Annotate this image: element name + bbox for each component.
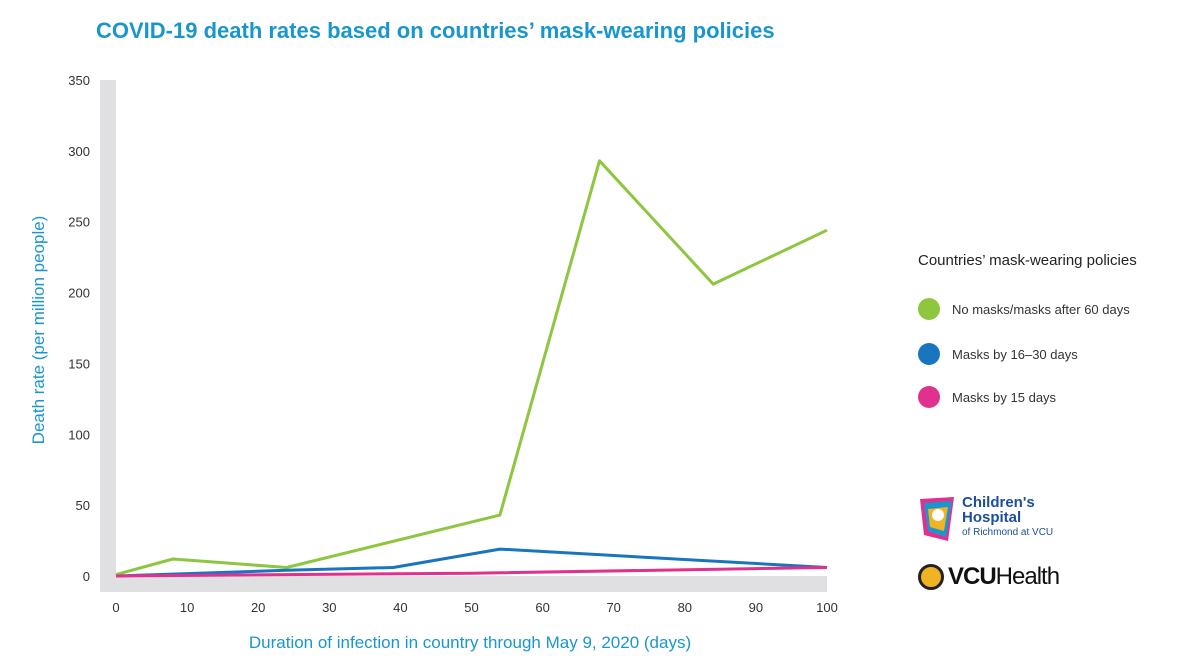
legend-swatch-no-masks — [918, 298, 940, 320]
vcu-health-text: Health — [995, 563, 1060, 590]
y-tick-labels: 0 50 100 150 200 250 300 350 — [68, 73, 90, 584]
y-tick-label: 300 — [68, 144, 90, 159]
x-axis-label: Duration of infection in country through… — [249, 633, 691, 652]
y-tick-label: 200 — [68, 286, 90, 301]
y-tick-label: 350 — [68, 73, 90, 88]
x-tick-label: 80 — [678, 600, 692, 615]
chart-title: COVID-19 death rates based on countries’… — [96, 18, 775, 43]
vcu-seal-icon — [918, 564, 944, 590]
legend-label-no-masks: No masks/masks after 60 days — [952, 301, 1130, 317]
childrens-line-1: Children's — [962, 494, 1035, 511]
legend: Countries’ mask-wearing policies No mask… — [918, 252, 1137, 408]
vcu-bold-text: VCU — [948, 563, 997, 590]
y-tick-label: 0 — [83, 569, 90, 584]
series-line-masks-16-30 — [115, 547, 828, 578]
series-lines — [115, 159, 828, 578]
childrens-hospital-logo-icon — [920, 497, 954, 541]
x-tick-labels: 0 10 20 30 40 50 60 70 80 90 100 — [112, 600, 837, 615]
series-line-masks-15 — [115, 566, 828, 578]
y-tick-label: 100 — [68, 427, 90, 442]
x-tick-label: 100 — [816, 600, 838, 615]
y-tick-label: 250 — [68, 215, 90, 230]
legend-label-masks-16-30: Masks by 16–30 days — [952, 346, 1078, 362]
x-tick-label: 50 — [464, 600, 478, 615]
x-tick-label: 70 — [606, 600, 620, 615]
legend-swatch-masks-15 — [918, 386, 940, 408]
legend-title: Countries’ mask-wearing policies — [918, 252, 1137, 269]
series-line-no-masks — [115, 159, 828, 577]
x-tick-label: 90 — [749, 600, 763, 615]
legend-item-masks-15: Masks by 15 days — [918, 386, 1056, 408]
x-tick-label: 20 — [251, 600, 265, 615]
childrens-line-3: of Richmond at VCU — [962, 527, 1054, 538]
x-tick-label: 0 — [112, 600, 119, 615]
childrens-line-2: Hospital — [962, 509, 1022, 526]
legend-item-masks-16-30: Masks by 16–30 days — [918, 343, 1078, 365]
y-axis-band — [100, 80, 116, 592]
x-tick-label: 10 — [180, 600, 194, 615]
y-tick-label: 50 — [76, 498, 90, 513]
childrens-hospital-logo: Children's Hospital of Richmond at VCU — [918, 495, 1078, 545]
legend-swatch-masks-16-30 — [918, 343, 940, 365]
y-tick-label: 150 — [68, 356, 90, 371]
y-axis-label: Death rate (per million people) — [29, 216, 48, 445]
x-tick-label: 40 — [393, 600, 407, 615]
x-tick-label: 30 — [322, 600, 336, 615]
legend-label-masks-15: Masks by 15 days — [952, 389, 1057, 405]
x-tick-label: 60 — [535, 600, 549, 615]
vcu-health-logo: VCUHealth — [918, 563, 1060, 591]
legend-item-no-masks: No masks/masks after 60 days — [918, 298, 1130, 320]
x-axis-band — [100, 576, 827, 592]
